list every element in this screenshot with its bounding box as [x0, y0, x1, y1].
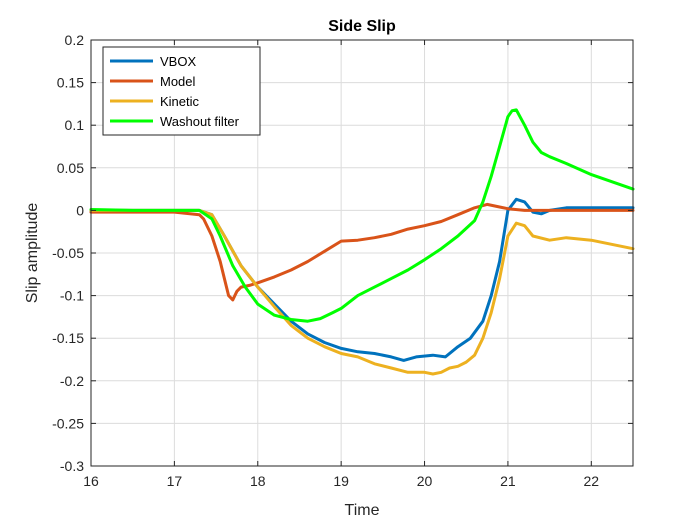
x-tick-labels: 16 17 18 19 20 21 22 [83, 473, 599, 489]
x-tick-label: 17 [167, 473, 183, 489]
legend-label: VBOX [160, 54, 196, 69]
y-tick-label: -0.15 [52, 330, 84, 346]
legend: VBOX Model Kinetic Washout filter [102, 46, 261, 136]
y-tick-labels: 0.2 0.15 0.1 0.05 0 -0.05 -0.1 -0.15 -0.2 -0.25 -0… [52, 32, 84, 474]
ticks [90, 39, 633, 467]
x-tick-label: 19 [333, 473, 349, 489]
y-tick-label: -0.2 [60, 373, 84, 389]
y-tick-label: 0.1 [65, 117, 85, 133]
y-tick-label: -0.1 [60, 288, 84, 304]
y-tick-label: 0 [76, 202, 84, 218]
y-tick-label: -0.3 [60, 458, 84, 474]
x-tick-label: 16 [83, 473, 99, 489]
series-line-model [89, 202, 635, 302]
y-tick-label: 0.2 [65, 32, 85, 48]
y-axis-title: Slip amplitude [24, 203, 41, 304]
x-tick-label: 20 [417, 473, 433, 489]
y-tick-label: -0.25 [52, 415, 84, 431]
series-line-washout-filter [89, 108, 635, 323]
y-tick-label: 0.15 [57, 75, 84, 91]
y-tick-label: 0.05 [57, 160, 84, 176]
x-tick-label: 22 [584, 473, 600, 489]
x-axis-title: Time [345, 502, 380, 519]
y-tick-label: -0.05 [52, 245, 84, 261]
x-tick-label: 21 [500, 473, 516, 489]
series-group [89, 108, 635, 376]
legend-label: Model [160, 74, 196, 89]
chart-title: Side Slip [328, 18, 396, 35]
x-tick-label: 18 [250, 473, 266, 489]
legend-label: Washout filter [160, 114, 240, 129]
series-line-kinetic [89, 208, 635, 376]
legend-label: Kinetic [160, 94, 200, 109]
